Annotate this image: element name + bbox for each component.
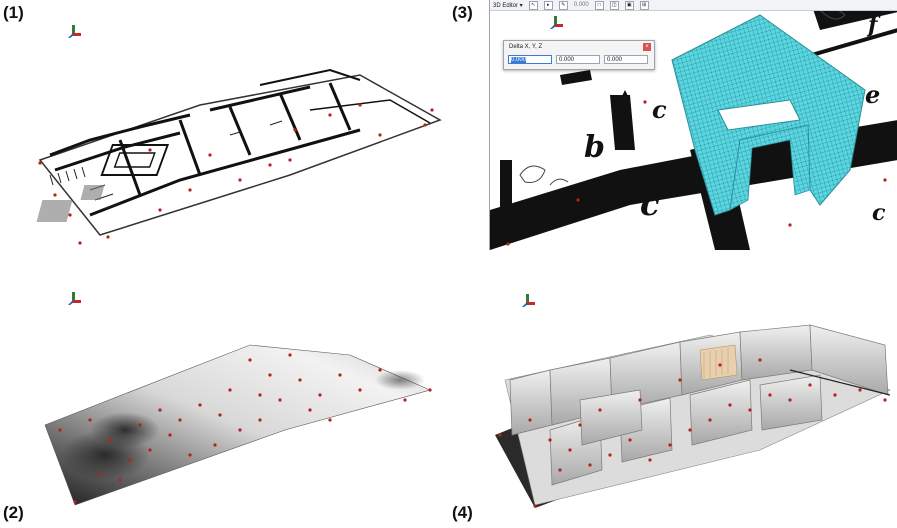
panel-label-2: (2) bbox=[3, 503, 24, 522]
plan-letter-c-lower: c bbox=[640, 185, 660, 223]
plan-letter-e: e bbox=[865, 80, 881, 109]
building-model bbox=[495, 324, 891, 508]
editor-dropdown[interactable]: 3D Editor ▾ bbox=[493, 2, 523, 9]
pointer-icon[interactable] bbox=[618, 88, 632, 102]
dialog-title: Delta X, Y, Z bbox=[509, 44, 543, 50]
toolbar-button-a[interactable]: □ bbox=[594, 0, 604, 10]
delta-xyz-dialog: Delta X, Y, Z × 0.000 0.000 0.000 bbox=[503, 40, 655, 70]
panel-label-3: (3) bbox=[452, 3, 473, 22]
cyan-mesh-model bbox=[671, 14, 866, 216]
panel-label-1: (1) bbox=[3, 3, 24, 22]
toolbar-button-play[interactable]: ▸ bbox=[543, 0, 553, 10]
plan-letter-c-right: c bbox=[872, 200, 886, 226]
panel-label-4: (4) bbox=[452, 503, 473, 522]
plan-letter-c-upper: c bbox=[652, 95, 667, 124]
delta-x-field[interactable]: 0.000 bbox=[508, 55, 552, 64]
terrain-surface bbox=[44, 344, 432, 506]
panel-2-terrain-view bbox=[30, 280, 450, 510]
panel-1-plan-view bbox=[30, 15, 450, 250]
axis-triad-icon bbox=[68, 292, 81, 305]
axis-triad-icon bbox=[550, 16, 563, 29]
delta-y-field[interactable]: 0.000 bbox=[556, 55, 600, 64]
plan-drawing bbox=[36, 68, 442, 245]
plan-letter-b: b bbox=[584, 130, 605, 165]
axis-triad-icon bbox=[522, 294, 535, 307]
panel-3-editor-view: b c c c e f 3D Editor ▾ ↖ ▸ ✎ 0.000 □ ◫ … bbox=[489, 0, 897, 250]
panel-4-model-view bbox=[490, 280, 897, 510]
toolbar-button-d[interactable]: ⊞ bbox=[639, 0, 649, 10]
delta-z-field[interactable]: 0.000 bbox=[604, 55, 648, 64]
editor-toolbar: 3D Editor ▾ ↖ ▸ ✎ 0.000 □ ◫ ▣ ⊞ bbox=[490, 0, 897, 11]
toolbar-value-field[interactable]: 0.000 bbox=[573, 2, 589, 8]
toolbar-button-pointer[interactable]: ↖ bbox=[528, 0, 538, 10]
toolbar-button-b[interactable]: ◫ bbox=[609, 0, 619, 10]
toolbar-button-edit[interactable]: ✎ bbox=[558, 0, 568, 10]
plan-letter-f: f bbox=[868, 12, 878, 38]
axis-triad-icon bbox=[68, 25, 81, 38]
close-icon[interactable]: × bbox=[643, 43, 651, 51]
toolbar-button-c[interactable]: ▣ bbox=[624, 0, 634, 10]
